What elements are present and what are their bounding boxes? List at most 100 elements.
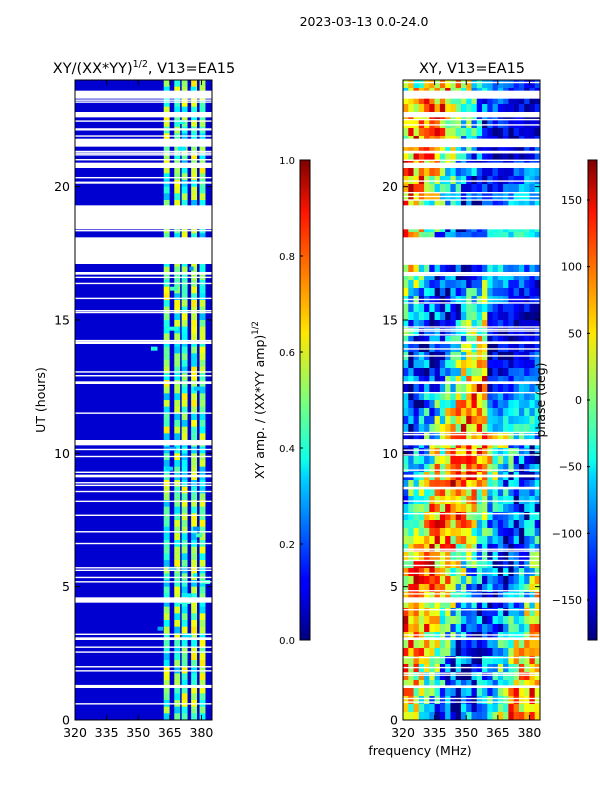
heatmap-cell: [413, 264, 420, 273]
heatmap-cell: [466, 560, 472, 569]
heatmap-cell: [487, 512, 493, 521]
heatmap-cell: [191, 486, 198, 494]
heatmap-cell: [450, 392, 456, 401]
heatmap-cell: [466, 528, 472, 537]
heatmap-cell: [408, 712, 414, 721]
heatmap-cell: [529, 392, 536, 401]
heatmap-cell: [518, 424, 525, 433]
heatmap-cell: [482, 400, 488, 409]
heatmap-cell: [439, 320, 446, 329]
heatmap-cell: [518, 264, 525, 273]
heatmap-cell: [466, 144, 472, 153]
heatmap-cell: [424, 648, 430, 657]
heatmap-cell: [513, 432, 520, 441]
heatmap-cell: [445, 144, 451, 153]
heatmap-cell: [524, 520, 530, 529]
heatmap-cell: [487, 464, 493, 473]
heatmap-cell: [403, 576, 409, 585]
heatmap-cell: [424, 688, 430, 697]
heatmap-cell: [445, 512, 451, 521]
heatmap-cell: [163, 713, 170, 721]
heatmap-cell: [408, 488, 414, 497]
heatmap-cell: [439, 336, 446, 345]
heatmap-cell: [163, 120, 170, 127]
heatmap-cell: [455, 288, 462, 297]
heatmap-cell: [492, 272, 499, 281]
heatmap-cell: [534, 632, 541, 641]
heatmap-cell: [471, 512, 478, 521]
heatmap-cell: [529, 512, 536, 521]
heatmap-cell: [445, 632, 451, 641]
heatmap-cell: [492, 288, 499, 297]
heatmap-cell: [455, 680, 462, 689]
heatmap-cell: [403, 640, 409, 649]
heatmap-cell: [445, 368, 451, 377]
heatmap-cell: [466, 384, 472, 393]
heatmap-cell: [513, 400, 520, 409]
heatmap-cell: [408, 504, 414, 513]
heatmap-cell: [403, 152, 409, 161]
heatmap-cell: [487, 480, 493, 489]
heatmap-cell: [174, 420, 181, 427]
heatmap-cell: [487, 656, 493, 665]
heatmap-cell: [529, 344, 536, 353]
heatmap-cell: [513, 80, 520, 89]
flagged-row: [403, 152, 540, 154]
heatmap-cell: [508, 640, 514, 649]
heatmap-cell: [445, 528, 451, 537]
heatmap-cell: [439, 288, 446, 297]
heatmap-cell: [199, 346, 206, 354]
heatmap-cell: [434, 416, 441, 425]
heatmap-cell: [199, 406, 206, 414]
heatmap-cell: [492, 456, 499, 465]
heatmap-cell: [524, 456, 530, 465]
heatmap-cell: [471, 280, 478, 289]
heatmap-cell: [497, 312, 504, 321]
heatmap-cell: [418, 320, 425, 329]
heatmap-cell: [476, 544, 483, 553]
frequency-x-axis-label: frequency (MHz): [368, 743, 471, 758]
heatmap-cell: [513, 528, 520, 537]
heatmap-cell: [434, 704, 441, 713]
heatmap-cell: [163, 413, 170, 421]
heatmap-cell: [181, 693, 188, 701]
heatmap-cell: [408, 184, 414, 193]
heatmap-cell: [524, 616, 530, 625]
heatmap-cell: [181, 680, 188, 687]
heatmap-cell: [418, 536, 425, 545]
heatmap-cell: [439, 400, 446, 409]
flagged-row: [75, 101, 212, 103]
heatmap-cell: [408, 464, 414, 473]
heatmap-cell: [497, 536, 504, 545]
heatmap-cell: [450, 528, 456, 537]
heatmap-cell: [418, 272, 425, 281]
heatmap-cell: [466, 536, 472, 545]
heatmap-cell: [471, 400, 478, 409]
heatmap-cell: [497, 120, 504, 129]
heatmap-cell: [450, 424, 456, 433]
heatmap-cell: [471, 616, 478, 625]
heatmap-cell: [191, 493, 198, 501]
heatmap-cell: [529, 424, 536, 433]
heatmap-cell: [492, 528, 499, 537]
heatmap-cell: [418, 544, 425, 553]
heatmap-cell: [524, 344, 530, 353]
heatmap-cell: [429, 496, 435, 505]
heatmap-cell: [418, 480, 425, 489]
heatmap-cell: [429, 688, 435, 697]
heatmap-cell: [429, 504, 435, 513]
heatmap-cell: [424, 640, 430, 649]
heatmap-cell: [413, 200, 420, 209]
amplitude-colorbar-label-main: XY amp. / (XX*YY amp): [252, 335, 267, 479]
heatmap-cell: [534, 312, 541, 321]
flagged-row: [403, 180, 540, 182]
heatmap-cell: [181, 580, 188, 587]
heatmap-cell: [450, 288, 456, 297]
heatmap-cell: [508, 520, 514, 529]
flagged-row: [75, 581, 212, 583]
heatmap-cell: [492, 312, 499, 321]
heatmap-cell: [174, 526, 181, 534]
x-tick-label: 380: [190, 725, 214, 740]
heatmap-cell: [170, 286, 179, 291]
heatmap-cell: [492, 672, 499, 681]
